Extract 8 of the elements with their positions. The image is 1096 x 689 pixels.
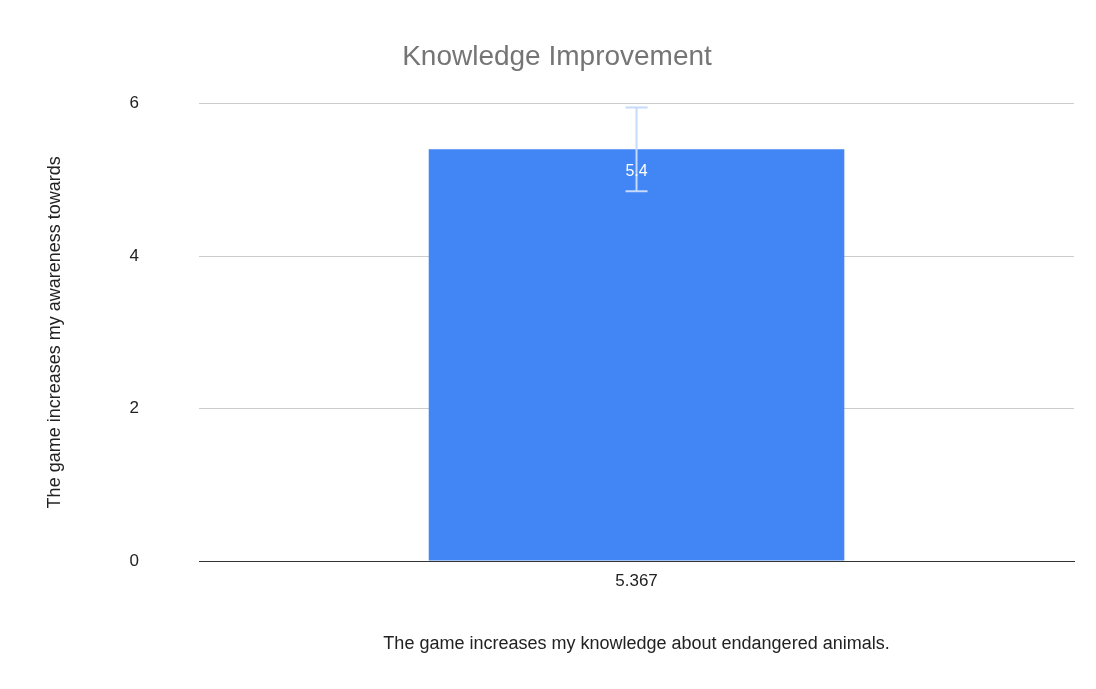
x-axis-title: The game increases my knowledge about endangered animals. [383,633,890,654]
y-tick-label: 0 [129,550,140,570]
chart-title: Knowledge Improvement [402,39,713,71]
y-tick-label: 6 [129,93,140,113]
y-tick-label: 2 [129,398,140,418]
y-tick-label: 4 [129,245,140,265]
x-tick-label: 5.367 [615,570,658,590]
y-axis-title: The game increases my awareness towards [43,156,64,509]
